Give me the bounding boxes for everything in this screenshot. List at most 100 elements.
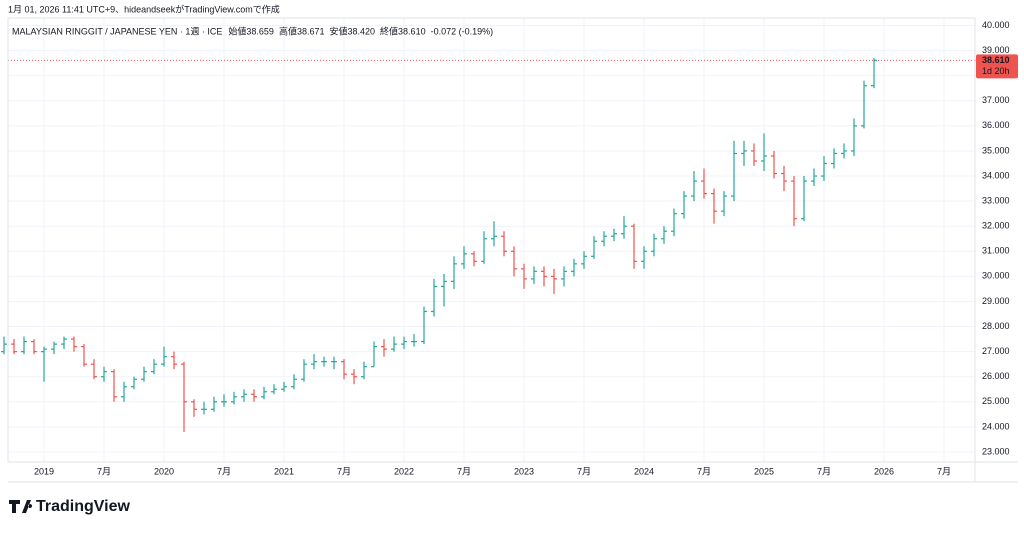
ohlc-bar xyxy=(21,336,27,355)
legend-label: 高値 xyxy=(279,25,297,36)
legend-label: 安値 xyxy=(329,25,347,36)
ohlc-bar xyxy=(721,191,727,217)
last-price-label: 38.610 xyxy=(982,55,1010,65)
symbol: MALAYSIAN RINGGIT / JAPANESE YEN · 1週 · … xyxy=(12,26,222,36)
y-tick-label: 32.000 xyxy=(982,221,1010,231)
x-tick-label: 7月 xyxy=(937,466,951,476)
legend-change: -0.072 (-0.19%) xyxy=(431,26,494,36)
x-tick-label: 7月 xyxy=(817,466,831,476)
ohlc-bar xyxy=(71,336,77,352)
ohlc-bar xyxy=(481,231,487,264)
ohlc-bar xyxy=(211,396,217,412)
ohlc-bar xyxy=(691,171,697,202)
x-tick-label: 7月 xyxy=(577,466,591,476)
y-tick-label: 37.000 xyxy=(982,95,1010,105)
ohlc-bar xyxy=(361,361,367,380)
ohlc-bar xyxy=(161,346,167,367)
y-tick-label: 40.000 xyxy=(982,20,1010,30)
ohlc-bar xyxy=(781,166,787,192)
ohlc-bar xyxy=(411,334,417,347)
ohlc-bar xyxy=(611,228,617,242)
x-tick-label: 2021 xyxy=(274,466,294,476)
ohlc-bar xyxy=(151,359,157,375)
x-tick-label: 2022 xyxy=(394,466,414,476)
ohlc-bar xyxy=(501,231,507,257)
ohlc-bar xyxy=(11,339,17,355)
ohlc-bar xyxy=(491,221,497,247)
ohlc-bar xyxy=(471,251,477,267)
ohlc-bar xyxy=(371,341,377,368)
logo-text: TradingView xyxy=(36,498,131,515)
ohlc-bar xyxy=(711,188,717,224)
ohlc-bar xyxy=(531,266,537,284)
legend: MALAYSIAN RINGGIT / JAPANESE YEN · 1週 · … xyxy=(12,25,493,36)
y-tick-label: 28.000 xyxy=(982,321,1010,331)
ohlc-bar xyxy=(841,143,847,159)
ohlc-bar xyxy=(831,148,837,169)
ohlc-bar xyxy=(81,344,87,367)
ohlc-bar xyxy=(291,374,297,390)
logo-icon xyxy=(9,500,33,513)
legend-label: 始値 xyxy=(228,25,246,36)
ohlc-bar xyxy=(391,336,397,352)
ohlc-bar xyxy=(801,176,807,222)
ohlc-bar xyxy=(91,359,97,380)
plot-area xyxy=(1,18,975,462)
ohlc-bar xyxy=(111,369,117,402)
ohlc-bar xyxy=(101,366,107,382)
ohlc-bar xyxy=(181,361,187,432)
ohlc-bar xyxy=(421,306,427,345)
ohlc-bar xyxy=(61,336,67,350)
ohlc-bar xyxy=(401,336,407,350)
ohlc-bar xyxy=(601,231,607,247)
ohlc-bar xyxy=(141,366,147,382)
legend-value: 38.671 xyxy=(297,26,325,36)
y-tick-label: 39.000 xyxy=(982,45,1010,55)
y-tick-label: 29.000 xyxy=(982,296,1010,306)
ohlc-bar xyxy=(451,256,457,289)
y-tick-label: 26.000 xyxy=(982,371,1010,381)
ohlc-bar xyxy=(811,168,817,187)
ohlc-bar xyxy=(381,339,387,357)
ohlc-bar xyxy=(351,369,357,385)
x-tick-label: 2024 xyxy=(634,466,654,476)
ohlc-bar xyxy=(541,266,547,287)
ohlc-bar xyxy=(131,376,137,390)
ohlc-bar xyxy=(561,266,567,287)
ohlc-bar xyxy=(331,356,337,370)
ohlc-bar xyxy=(311,354,317,370)
ohlc-bar xyxy=(551,268,557,294)
ohlc-bar xyxy=(1,336,7,355)
ohlc-bar xyxy=(461,246,467,269)
ohlc-bar xyxy=(681,191,687,219)
ohlc-bar xyxy=(341,359,347,380)
ohlc-bar xyxy=(321,356,327,367)
x-tick-label: 2023 xyxy=(514,466,534,476)
ohlc-bar xyxy=(621,216,627,239)
ohlc-bar xyxy=(741,140,747,166)
ohlc-bar xyxy=(761,133,767,172)
ohlc-bar xyxy=(581,251,587,269)
ohlc-bar xyxy=(521,263,527,289)
legend-value: 38.610 xyxy=(398,26,426,36)
ohlc-bar xyxy=(251,389,257,402)
logo: TradingView xyxy=(9,498,131,515)
ohlc-bar xyxy=(851,118,857,156)
legend-value: 38.420 xyxy=(348,26,376,36)
ohlc-bar xyxy=(31,339,37,355)
ohlc-bar xyxy=(121,381,127,402)
ohlc-bar xyxy=(861,80,867,129)
x-tick-label: 2026 xyxy=(874,466,894,476)
ohlc-bar xyxy=(281,381,287,392)
ohlc-bar xyxy=(231,391,237,405)
ohlc-bar xyxy=(661,226,667,244)
last-price-tag xyxy=(976,54,1018,79)
ohlc-bar xyxy=(591,236,597,259)
y-tick-label: 35.000 xyxy=(982,145,1010,155)
x-tick-label: 7月 xyxy=(337,466,351,476)
ohlc-bar xyxy=(571,258,577,277)
ohlc-bar xyxy=(441,273,447,307)
y-tick-label: 30.000 xyxy=(982,271,1010,281)
ohlc-bar xyxy=(641,246,647,269)
